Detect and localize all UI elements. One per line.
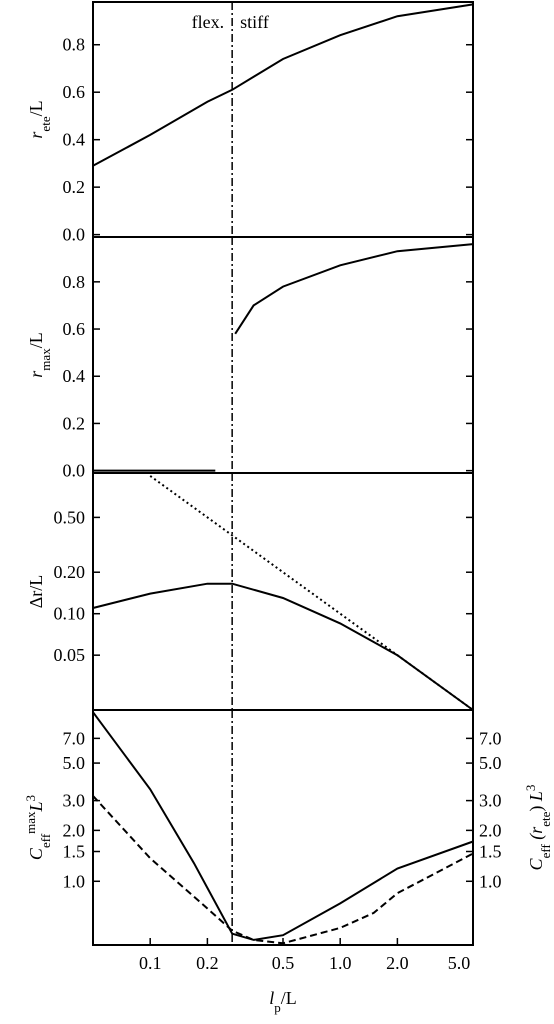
y-tick-label: 0.0 [63, 461, 86, 481]
y2-tick-label: 3.0 [479, 791, 502, 811]
y2-axis-label: Ceff (rete) L3 [523, 785, 553, 871]
annotation: flex. [192, 12, 224, 32]
label-part: C [526, 857, 546, 870]
y-tick-label: 0.6 [63, 82, 86, 102]
label-part: eff [538, 844, 553, 859]
y-tick-label: 0.4 [63, 130, 86, 150]
y2-tick-label: 5.0 [479, 753, 502, 773]
y-axis-label: rmax/L [26, 332, 53, 377]
label-part: 3 [523, 785, 538, 792]
x-tick-label: 5.0 [448, 953, 471, 973]
x-tick-label: 2.0 [386, 953, 409, 973]
y-tick-label: 0.2 [63, 177, 86, 197]
x-tick-label: 0.1 [139, 953, 162, 973]
label-part: ) [526, 801, 547, 812]
label-part: l [269, 988, 274, 1008]
y2-tick-label: 1.0 [479, 871, 502, 891]
label-part: r [26, 370, 46, 378]
y-axis-label: Δr/L [26, 575, 46, 609]
y-tick-label: 0.50 [54, 507, 86, 527]
y-tick-label: 0.8 [63, 35, 86, 55]
y-tick-label: 0.8 [63, 272, 86, 292]
label-part: max [23, 811, 38, 834]
label-part: max [38, 348, 53, 371]
plot-frame [92, 236, 474, 474]
y-axis-label: CeffmaxL3 [23, 795, 53, 860]
series-line [92, 3, 474, 167]
label-part: /L [26, 332, 46, 348]
y-tick-label: 0.0 [63, 225, 86, 245]
series-line [92, 711, 474, 941]
label-part: eff [38, 833, 53, 848]
x-axis-label: lp/L [269, 988, 297, 1015]
y-tick-label: 0.6 [63, 319, 86, 339]
y-axis-label: rete/L [26, 100, 53, 138]
label-part: /L [281, 988, 297, 1008]
label-part: ete [538, 811, 553, 826]
label-part: p [274, 1000, 281, 1015]
series-line [92, 582, 474, 711]
y-tick-label: 3.0 [63, 791, 86, 811]
y-tick-label: 0.2 [63, 413, 86, 433]
label-part: r [26, 131, 46, 139]
label-part: /L [26, 100, 46, 116]
label-part: (r [526, 826, 547, 844]
x-tick-label: 0.5 [272, 953, 295, 973]
label-part: Δr/L [26, 575, 46, 609]
series-line [92, 795, 474, 945]
label-part: ete [38, 116, 53, 131]
y-tick-label: 1.5 [63, 842, 86, 862]
x-tick-label: 0.2 [196, 953, 219, 973]
plot-frame [92, 472, 474, 711]
y-tick-label: 1.0 [63, 871, 86, 891]
y2-tick-label: 2.0 [479, 820, 502, 840]
plot-frame [92, 709, 474, 946]
annotation: stiff [240, 12, 269, 32]
y2-tick-label: 7.0 [479, 728, 502, 748]
y2-tick-label: 1.5 [479, 842, 502, 862]
y-tick-label: 7.0 [63, 728, 86, 748]
y-tick-label: 0.05 [54, 645, 86, 665]
y-tick-label: 2.0 [63, 820, 86, 840]
y-tick-label: 0.4 [63, 366, 86, 386]
label-part: L [26, 801, 46, 812]
series-line [149, 475, 474, 711]
plot-frame [92, 1, 474, 238]
y-tick-label: 0.10 [54, 604, 86, 624]
y-tick-label: 5.0 [63, 753, 86, 773]
x-tick-label: 1.0 [329, 953, 352, 973]
series-line [93, 243, 474, 472]
label-part: L [526, 791, 546, 802]
y-tick-label: 0.20 [54, 562, 86, 582]
label-part: 3 [23, 795, 38, 802]
label-part: C [26, 847, 46, 860]
